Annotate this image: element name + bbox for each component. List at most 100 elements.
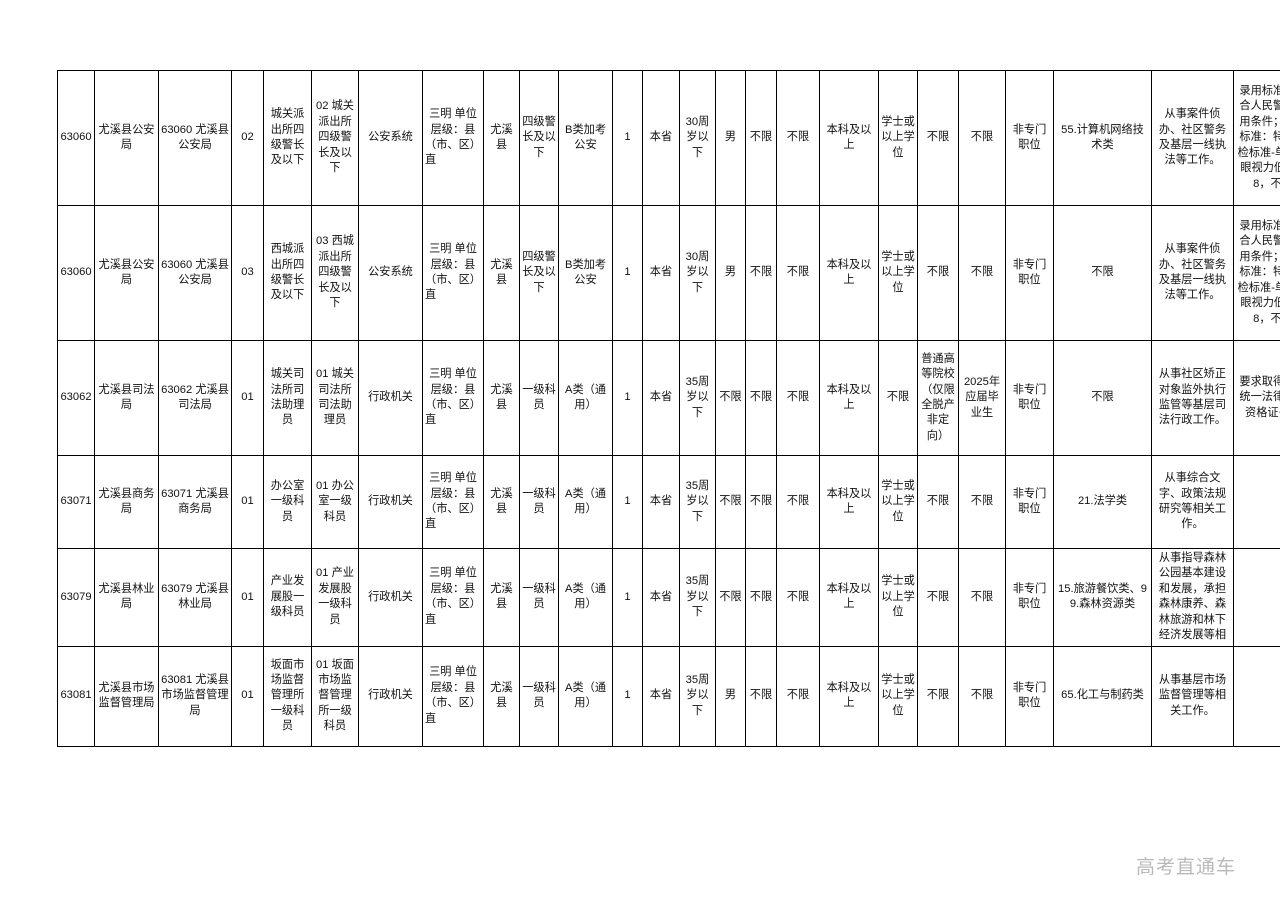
cell-level: 三明 单位层级：县（市、区）直 (422, 455, 484, 549)
cell-specialty: 非专门职位 (1005, 645, 1054, 747)
cell-degree: 学士或以上学位 (878, 548, 918, 647)
cell-degree: 学士或以上学位 (878, 645, 918, 747)
cell-rank: 四级警长及以下 (519, 205, 559, 341)
cell-level: 三明 单位层级：县（市、区）直 (422, 205, 484, 341)
cell-age: 35周岁以下 (679, 548, 716, 647)
cell-school_type: 普通高等院校（仅限全脱产非定向） (917, 340, 959, 456)
cell-count: 1 (612, 645, 643, 747)
cell-level: 三明 单位层级：县（市、区）直 (422, 645, 484, 747)
cell-locale: 尤溪县 (483, 455, 520, 549)
cell-household: 本省 (642, 548, 680, 647)
table-row: 63081 尤溪县市场监督管理局 63081 尤溪县市场监督管理局 01 坂面市场监督管… (57, 645, 1280, 747)
cell-gender: 不限 (715, 548, 746, 647)
cell-education: 本科及以上 (819, 548, 879, 647)
cell-post_full: 01 产业发展股一级科员 (311, 548, 359, 647)
cell-school_type: 不限 (917, 548, 959, 647)
cell-duty: 从事社区矫正对象监外执行监管等基层司法行政工作。 (1151, 340, 1234, 456)
cell-dept: 尤溪县公安局 (94, 205, 159, 341)
cell-specialty: 非专门职位 (1005, 205, 1054, 341)
cell-education: 本科及以上 (819, 455, 879, 549)
cell-political: 不限 (776, 645, 820, 747)
cell-specialty: 非专门职位 (1005, 70, 1054, 206)
table-row: 63071 尤溪县商务局 63071 尤溪县商务局 01 办公室一级科员 01 办公室一级… (57, 455, 1280, 549)
cell-post_full: 01 坂面市场监督管理所一级科员 (311, 645, 359, 747)
cell-post_code: 01 (231, 340, 264, 456)
cell-duty: 从事基层市场监督管理等相关工作。 (1151, 645, 1234, 747)
cell-post_full: 02 城关派出所四级警长及以下 (311, 70, 359, 206)
cell-household: 本省 (642, 455, 680, 549)
job-table-body: 63060 尤溪县公安局 63060 尤溪县公安局 02 城关派出所四级警长及以下 02 … (57, 70, 1280, 747)
cell-household: 本省 (642, 205, 680, 341)
cell-dept: 尤溪县市场监督管理局 (94, 645, 159, 747)
cell-post: 坂面市场监督管理所一级科员 (263, 645, 312, 747)
cell-count: 1 (612, 455, 643, 549)
cell-rank: 四级警长及以下 (519, 70, 559, 206)
cell-other: 录用标准：符合人民警察录用条件；体检标准：特殊体检标准-单侧裸眼视力低于4.8，… (1233, 70, 1280, 206)
cell-age: 35周岁以下 (679, 340, 716, 456)
cell-grad_year: 不限 (958, 205, 1006, 341)
cell-locale: 尤溪县 (483, 548, 520, 647)
cell-post_code: 01 (231, 548, 264, 647)
cell-other (1233, 548, 1280, 647)
table-row: 63079 尤溪县林业局 63079 尤溪县林业局 01 产业发展股一级科员 01 产业发… (57, 548, 1280, 647)
cell-gender: 不限 (715, 455, 746, 549)
cell-gender: 男 (715, 645, 746, 747)
cell-ethnic: 不限 (745, 340, 777, 456)
cell-grad_year: 2025年应届毕业生 (958, 340, 1006, 456)
cell-ethnic: 不限 (745, 548, 777, 647)
cell-locale: 尤溪县 (483, 205, 520, 341)
cell-education: 本科及以上 (819, 645, 879, 747)
cell-age: 35周岁以下 (679, 455, 716, 549)
cell-system: 公安系统 (358, 70, 423, 206)
cell-grad_year: 不限 (958, 70, 1006, 206)
cell-age: 30周岁以下 (679, 205, 716, 341)
cell-post: 西城派出所四级警长及以下 (263, 205, 312, 341)
watermark-label: 高考直通车 (1136, 857, 1237, 878)
cell-political: 不限 (776, 340, 820, 456)
cell-household: 本省 (642, 70, 680, 206)
cell-major: 15.旅游餐饮类、99.森林资源类 (1053, 548, 1152, 647)
cell-education: 本科及以上 (819, 205, 879, 341)
cell-degree: 学士或以上学位 (878, 205, 918, 341)
cell-post: 产业发展股一级科员 (263, 548, 312, 647)
cell-major: 不限 (1053, 205, 1152, 341)
cell-ethnic: 不限 (745, 645, 777, 747)
cell-post_code: 03 (231, 205, 264, 341)
cell-age: 30周岁以下 (679, 70, 716, 206)
cell-duty: 从事案件侦办、社区警务及基层一线执法等工作。 (1151, 205, 1234, 341)
cell-rank: 一级科员 (519, 340, 559, 456)
cell-post: 办公室一级科员 (263, 455, 312, 549)
cell-dept: 尤溪县林业局 (94, 548, 159, 647)
cell-exam_type: A类（通用） (558, 548, 613, 647)
cell-household: 本省 (642, 340, 680, 456)
cell-political: 不限 (776, 548, 820, 647)
cell-dept: 尤溪县商务局 (94, 455, 159, 549)
cell-exam_type: A类（通用） (558, 455, 613, 549)
cell-dept_full: 63071 尤溪县商务局 (158, 455, 232, 549)
table-row: 63062 尤溪县司法局 63062 尤溪县司法局 01 城关司法所司法助理员 01 城关… (57, 340, 1280, 456)
cell-post_code: 02 (231, 70, 264, 206)
cell-political: 不限 (776, 455, 820, 549)
cell-dept_full: 63060 尤溪县公安局 (158, 205, 232, 341)
cell-dept_full: 63060 尤溪县公安局 (158, 70, 232, 206)
cell-system: 行政机关 (358, 455, 423, 549)
cell-post_code: 01 (231, 455, 264, 549)
cell-dept_full: 63081 尤溪县市场监督管理局 (158, 645, 232, 747)
cell-post: 城关司法所司法助理员 (263, 340, 312, 456)
cell-count: 1 (612, 205, 643, 341)
cell-specialty: 非专门职位 (1005, 548, 1054, 647)
cell-degree: 不限 (878, 340, 918, 456)
table-row: 63060 尤溪县公安局 63060 尤溪县公安局 03 西城派出所四级警长及以下 03 … (57, 205, 1280, 341)
cell-ethnic: 不限 (745, 455, 777, 549)
cell-household: 本省 (642, 645, 680, 747)
cell-exam_type: B类加考公安 (558, 70, 613, 206)
cell-post: 城关派出所四级警长及以下 (263, 70, 312, 206)
cell-post_full: 03 西城派出所四级警长及以下 (311, 205, 359, 341)
cell-duty: 从事指导森林公园基本建设和发展，承担森林康养、森林旅游和林下经济发展等相 (1151, 548, 1234, 647)
cell-school_type: 不限 (917, 205, 959, 341)
cell-major: 21.法学类 (1053, 455, 1152, 549)
job-position-table: 63060 尤溪县公安局 63060 尤溪县公安局 02 城关派出所四级警长及以下 02 … (57, 70, 1280, 747)
job-position-sheet: 63060 尤溪县公安局 63060 尤溪县公安局 02 城关派出所四级警长及以下 02 … (57, 70, 1280, 747)
cell-other (1233, 455, 1280, 549)
cell-specialty: 非专门职位 (1005, 455, 1054, 549)
